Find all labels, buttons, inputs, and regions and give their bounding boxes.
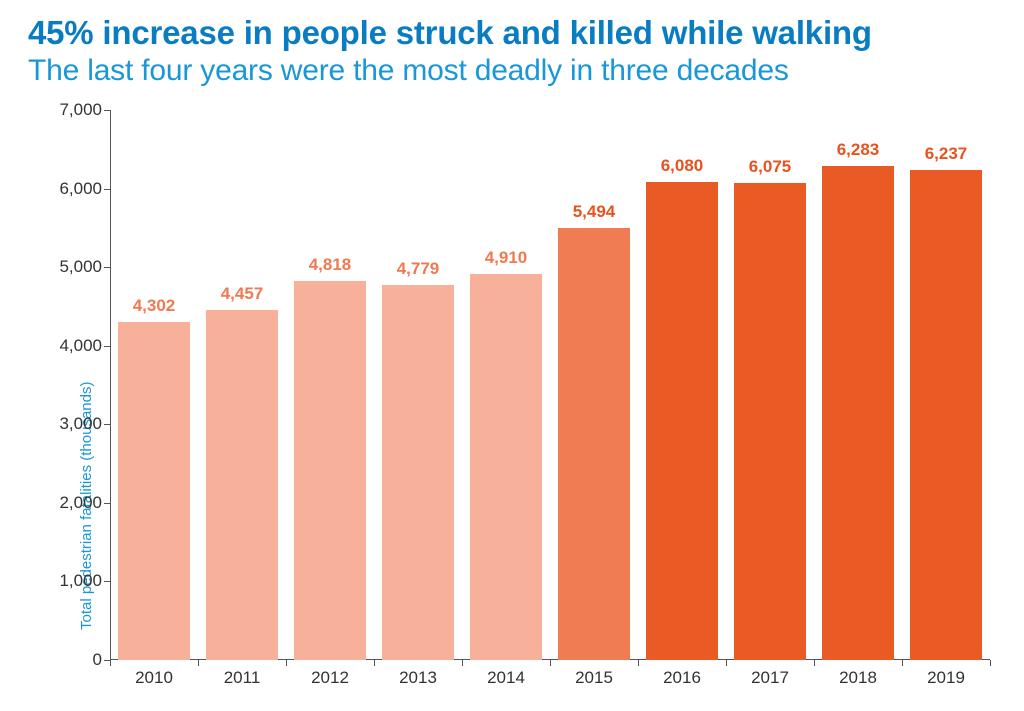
y-tick-label: 7,000: [59, 100, 102, 120]
y-tick-label: 3,000: [59, 414, 102, 434]
x-tick-mark: [726, 660, 727, 666]
x-tick-label: 2010: [135, 668, 173, 688]
bar: 4,302: [118, 322, 190, 660]
y-tick-label: 4,000: [59, 336, 102, 356]
x-tick-label: 2012: [311, 668, 349, 688]
bar: 4,818: [294, 281, 366, 660]
bar: 6,283: [822, 166, 894, 660]
x-tick-label: 2017: [751, 668, 789, 688]
chart-subtitle: The last four years were the most deadly…: [28, 54, 789, 88]
bar: 4,910: [470, 274, 542, 660]
page: 45% increase in people struck and killed…: [0, 0, 1024, 711]
bar-value-label: 4,457: [221, 284, 264, 304]
x-tick-mark: [198, 660, 199, 666]
bar: 6,237: [910, 170, 982, 660]
bar-value-label: 5,494: [573, 202, 616, 222]
x-tick-mark: [462, 660, 463, 666]
x-tick-label: 2019: [927, 668, 965, 688]
bar: 6,080: [646, 182, 718, 660]
y-tick-label: 5,000: [59, 257, 102, 277]
bar-value-label: 6,237: [925, 144, 968, 164]
x-tick-mark: [286, 660, 287, 666]
bar: 4,457: [206, 310, 278, 660]
bar: 4,779: [382, 285, 454, 660]
y-tick-label: 2,000: [59, 493, 102, 513]
chart-area: Total pedestrian fatalities (thousands) …: [60, 110, 1000, 700]
bar-value-label: 4,779: [397, 259, 440, 279]
bar-value-label: 6,075: [749, 157, 792, 177]
bar-value-label: 6,283: [837, 140, 880, 160]
x-tick-label: 2015: [575, 668, 613, 688]
bar-value-label: 4,910: [485, 248, 528, 268]
y-tick-label: 1,000: [59, 571, 102, 591]
x-tick-label: 2011: [224, 668, 261, 688]
x-tick-mark: [110, 660, 111, 666]
x-tick-label: 2013: [399, 668, 437, 688]
x-tick-label: 2018: [839, 668, 877, 688]
y-tick-label: 6,000: [59, 179, 102, 199]
x-tick-mark: [550, 660, 551, 666]
x-tick-mark: [990, 660, 991, 666]
x-tick-mark: [902, 660, 903, 666]
y-tick-label: 0: [93, 650, 102, 670]
chart-title: 45% increase in people struck and killed…: [28, 14, 872, 52]
bars-container: 4,3024,4574,8184,7794,9105,4946,0806,075…: [110, 110, 990, 660]
plot-area: 01,0002,0003,0004,0005,0006,0007,000 4,3…: [110, 110, 990, 660]
x-tick-mark: [638, 660, 639, 666]
x-tick-label: 2014: [487, 668, 525, 688]
bar-value-label: 4,818: [309, 255, 352, 275]
x-tick-mark: [814, 660, 815, 666]
x-ticks: [110, 660, 990, 666]
bar: 5,494: [558, 228, 630, 660]
x-tick-mark: [374, 660, 375, 666]
bar-value-label: 4,302: [133, 296, 176, 316]
bar-value-label: 6,080: [661, 156, 704, 176]
bar: 6,075: [734, 183, 806, 660]
x-tick-label: 2016: [663, 668, 701, 688]
